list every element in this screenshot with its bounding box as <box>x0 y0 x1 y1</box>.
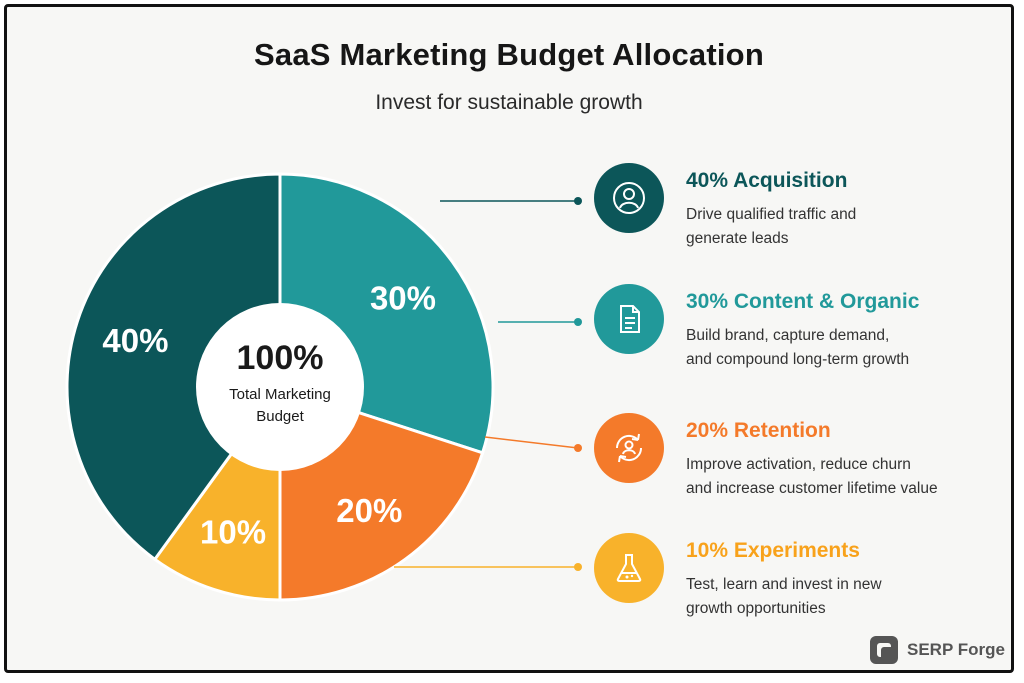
legend-title-acquisition: 40% Acquisition <box>686 169 848 192</box>
chart-title: SaaS Marketing Budget Allocation <box>254 37 764 72</box>
brand-name: SERP Forge <box>907 640 1005 659</box>
legend-desc-line: Test, learn and invest in new <box>686 576 882 593</box>
connector-dot <box>574 197 582 205</box>
legend-item-content-organic: 30% Content & Organic Build brand, captu… <box>594 284 994 374</box>
legend-item-experiments: 10% Experiments Test, learn and invest i… <box>594 533 994 623</box>
center-label-line2: Budget <box>256 408 304 425</box>
connector-line <box>484 436 579 449</box>
slice-label: 20% <box>336 492 402 529</box>
user-icon <box>594 163 664 233</box>
slice-label: 10% <box>200 514 266 551</box>
legend-desc-acquisition: Drive qualified traffic and generate lea… <box>686 203 986 251</box>
connector-dot <box>574 318 582 326</box>
pie-chart: 100% Total Marketing Budget 30% 20% 10% 40% <box>65 172 582 602</box>
legend-item-acquisition: 40% Acquisition Drive qualified traffic … <box>594 163 994 253</box>
legend-desc-retention: Improve activation, reduce churn and inc… <box>686 453 986 501</box>
connector-dot <box>574 563 582 571</box>
legend-desc-line: Improve activation, reduce churn <box>686 456 911 473</box>
legend-desc-line: growth opportunities <box>686 600 826 617</box>
donut-center-hole <box>196 303 364 471</box>
legend-title-content-organic: 30% Content & Organic <box>686 290 920 313</box>
chart-subtitle: Invest for sustainable growth <box>375 91 643 114</box>
connector-dot <box>574 444 582 452</box>
legend-item-retention: 20% Retention Improve activation, reduce… <box>594 413 994 503</box>
legend-title-retention: 20% Retention <box>686 419 831 442</box>
legend-desc-line: and increase customer lifetime value <box>686 480 938 497</box>
legend-desc-line: generate leads <box>686 230 789 247</box>
slice-label: 30% <box>370 280 436 317</box>
legend-title-experiments: 10% Experiments <box>686 539 860 562</box>
infographic-frame: SaaS Marketing Budget Allocation Invest … <box>4 4 1014 673</box>
legend-desc-line: Drive qualified traffic and <box>686 206 857 223</box>
serp-forge-logo-icon <box>870 636 898 664</box>
center-label-line1: Total Marketing <box>229 386 331 403</box>
slice-label: 40% <box>102 322 168 359</box>
pie-slice-acquisition <box>65 172 282 562</box>
document-icon <box>594 284 664 354</box>
center-total-value: 100% <box>237 339 324 377</box>
retention-cycle-icon <box>594 413 664 483</box>
legend-desc-line: Build brand, capture demand, <box>686 327 890 344</box>
flask-icon <box>594 533 664 603</box>
legend-desc-line: and compound long-term growth <box>686 351 910 368</box>
brand-logo: SERP Forge <box>869 635 1005 665</box>
legend-desc-experiments: Test, learn and invest in new growth opp… <box>686 573 986 621</box>
legend-desc-content-organic: Build brand, capture demand, and compoun… <box>686 324 986 372</box>
